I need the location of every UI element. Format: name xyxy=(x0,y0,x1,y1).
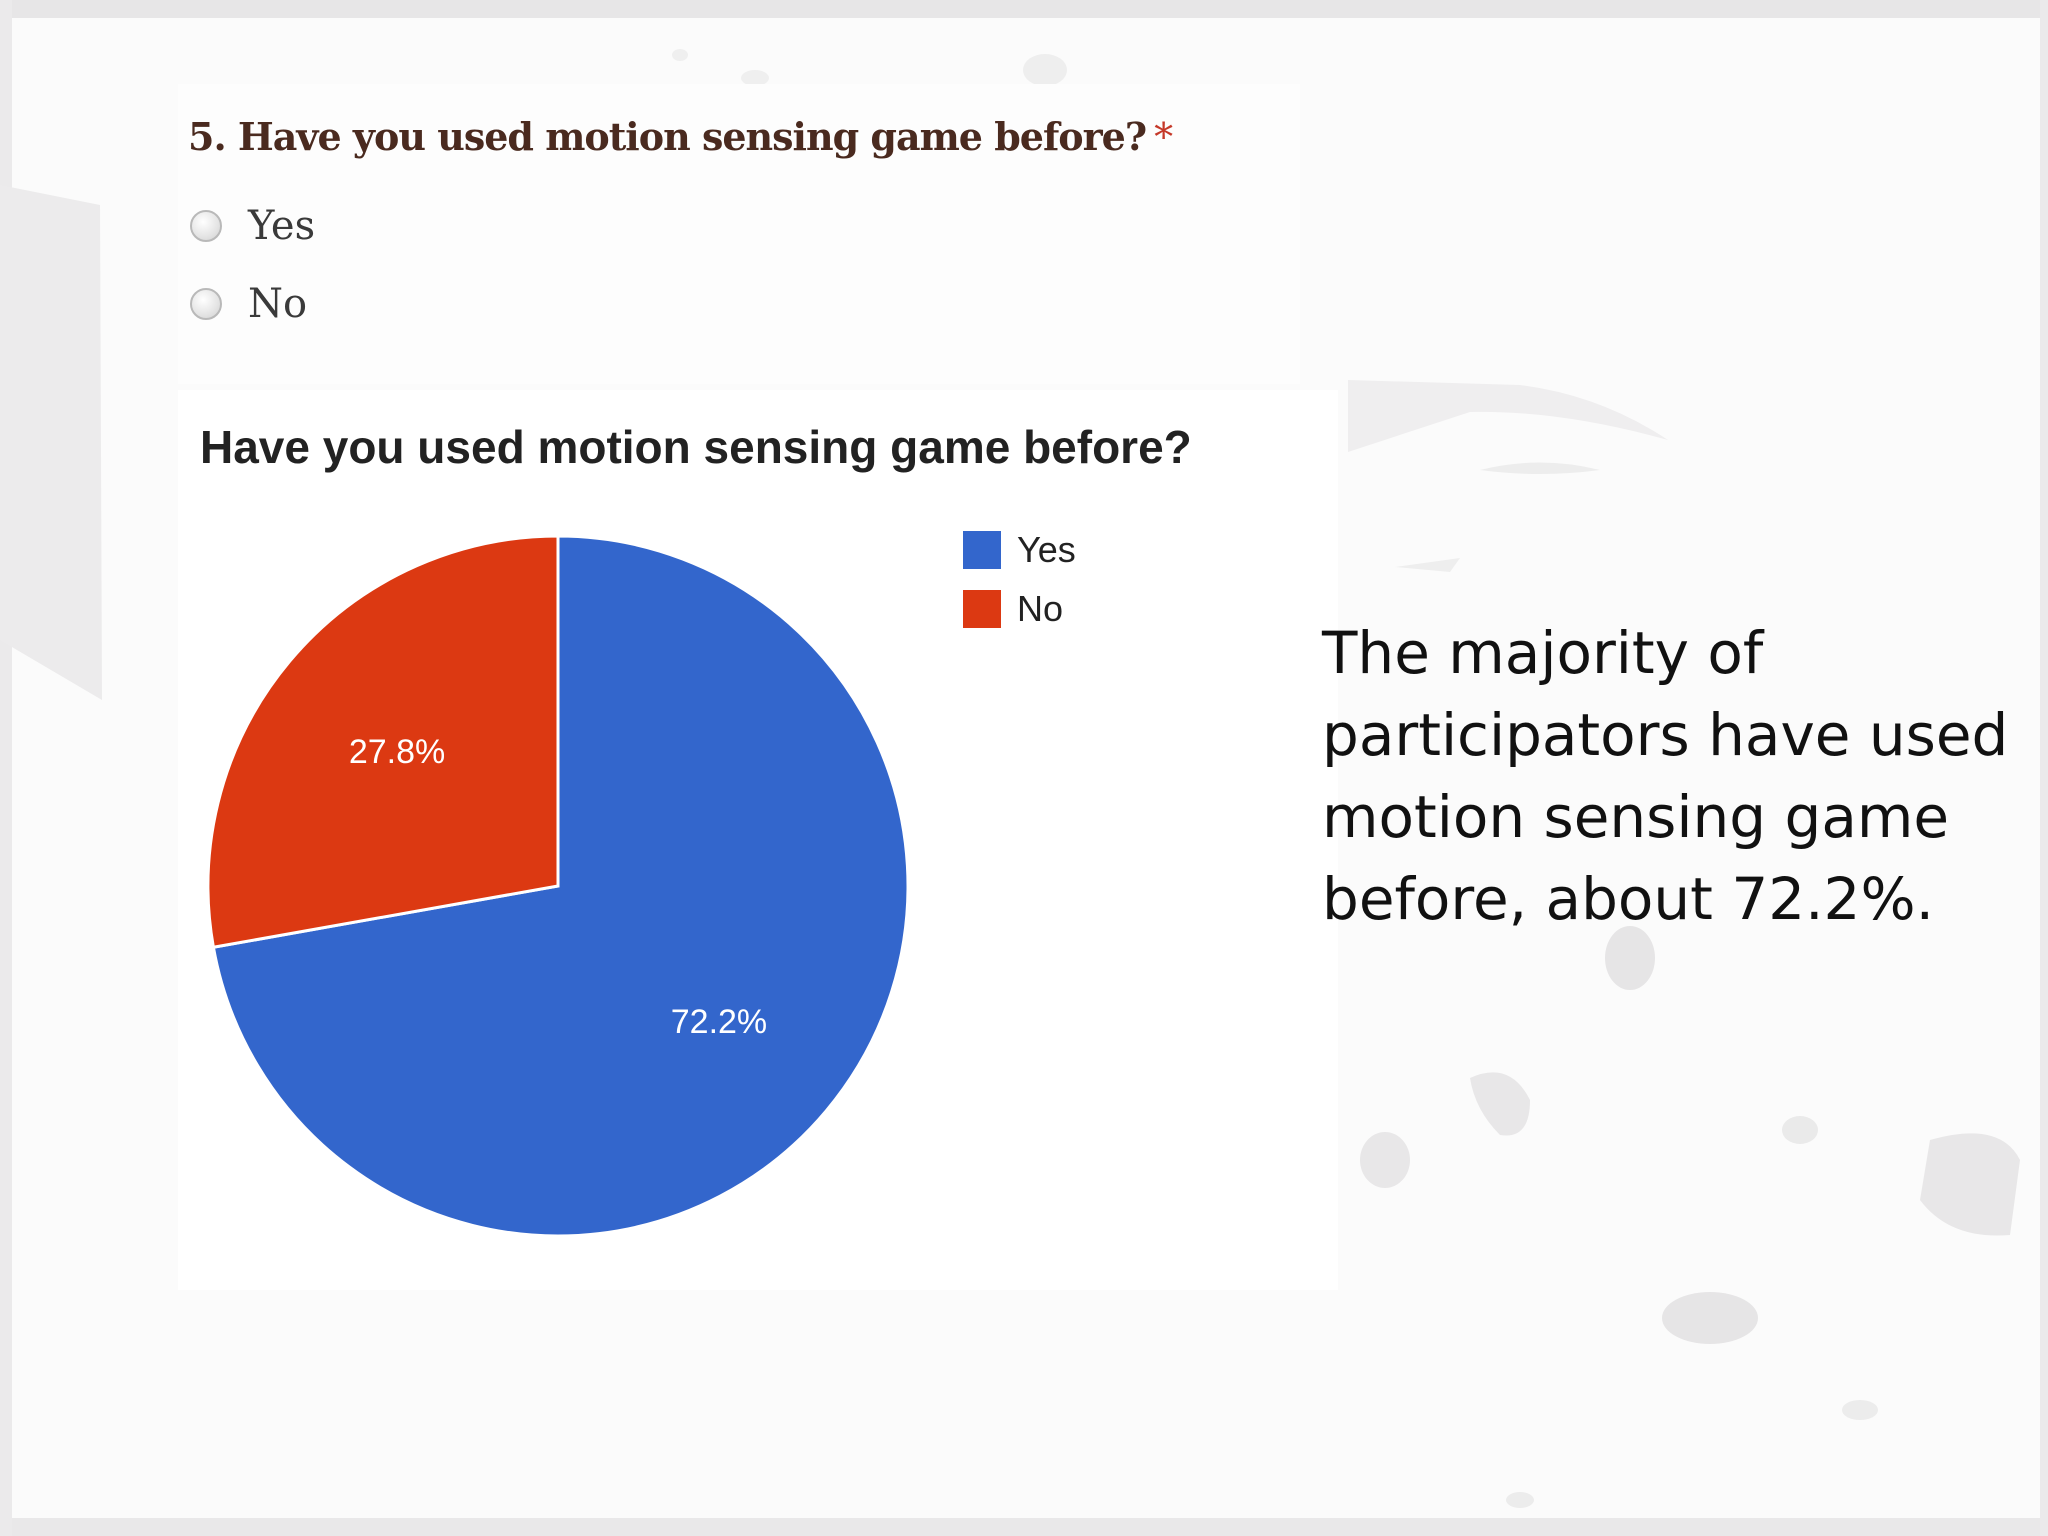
legend-swatch-no xyxy=(963,589,1001,628)
pie-chart: 72.2% 27.8% xyxy=(206,534,910,1238)
radio-option-yes[interactable]: Yes xyxy=(190,202,315,250)
radio-button-no[interactable] xyxy=(190,288,222,320)
question-label: 5. Have you used motion sensing game bef… xyxy=(188,114,1147,159)
legend-item-no: No xyxy=(963,579,1076,638)
radio-option-no[interactable]: No xyxy=(190,280,307,328)
pie-slice-no xyxy=(206,534,560,949)
radio-label-yes: Yes xyxy=(248,203,316,249)
survey-question-card: 5. Have you used motion sensing game bef… xyxy=(178,84,1300,384)
legend-item-yes: Yes xyxy=(963,520,1076,579)
summary-text: The majority of participators have used … xyxy=(1322,619,2009,933)
pie-slice-yes xyxy=(211,534,910,1238)
radio-button-yes[interactable] xyxy=(190,210,222,242)
legend-label-no: No xyxy=(1017,587,1064,629)
required-marker: * xyxy=(1154,115,1173,159)
legend-label-yes: Yes xyxy=(1017,528,1076,570)
pie-label-no: 27.8% xyxy=(349,733,445,771)
chart-panel: Have you used motion sensing game before… xyxy=(178,390,1338,1290)
chart-legend: Yes No xyxy=(963,520,1076,638)
radio-label-no: No xyxy=(248,281,308,327)
legend-swatch-yes xyxy=(963,530,1001,569)
chart-title: Have you used motion sensing game before… xyxy=(200,421,1192,473)
question-text: 5. Have you used motion sensing game bef… xyxy=(188,114,1173,159)
pie-label-yes: 72.2% xyxy=(671,1003,767,1041)
